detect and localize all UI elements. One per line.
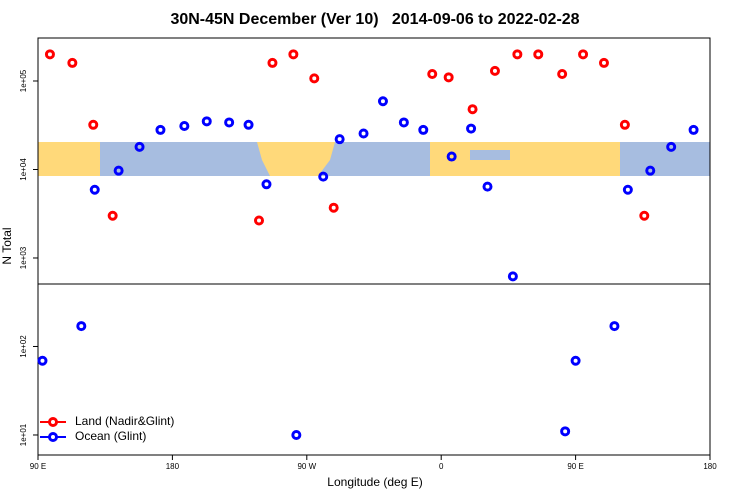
point <box>243 119 254 130</box>
legend-label: Ocean (Glint) <box>75 429 146 443</box>
point <box>466 123 477 134</box>
x-tick-label: 90 E <box>30 462 46 471</box>
point <box>418 124 429 135</box>
point <box>67 57 78 68</box>
point <box>570 355 581 366</box>
point <box>560 426 571 437</box>
point <box>76 321 87 332</box>
y-tick-label: 1e+04 <box>19 158 28 181</box>
point <box>328 202 339 213</box>
x-tick-label: 180 <box>166 462 180 471</box>
point <box>666 141 677 152</box>
point <box>443 72 454 83</box>
point <box>489 65 500 76</box>
point <box>446 151 457 162</box>
point <box>155 124 166 135</box>
chart-title: 30N-45N December (Ver 10) 2014-09-06 to … <box>170 11 579 28</box>
x-tick-label: 180 <box>703 462 717 471</box>
point <box>688 124 699 135</box>
x-tick-label: 90 E <box>567 462 583 471</box>
point <box>334 134 345 145</box>
point <box>267 57 278 68</box>
point <box>88 119 99 130</box>
point <box>609 321 620 332</box>
point <box>398 117 409 128</box>
x-tick-label: 0 <box>439 462 444 471</box>
map-strip <box>38 142 710 176</box>
legend-marker <box>48 432 58 442</box>
point <box>254 215 265 226</box>
point <box>427 68 438 79</box>
x-tick-label: 90 W <box>297 462 316 471</box>
point <box>377 96 388 107</box>
point <box>37 355 48 366</box>
point <box>619 119 630 130</box>
point <box>291 429 302 440</box>
y-axis-label: N Total <box>0 227 14 264</box>
y-tick-label: 1e+02 <box>19 335 28 358</box>
point <box>201 116 212 127</box>
point <box>507 271 518 282</box>
point <box>557 68 568 79</box>
point <box>318 171 329 182</box>
point <box>224 117 235 128</box>
y-tick-label: 1e+01 <box>19 423 28 446</box>
point <box>533 49 544 60</box>
y-tick-label: 1e+05 <box>19 69 28 92</box>
point <box>512 49 523 60</box>
point <box>467 104 478 115</box>
legend-label: Land (Nadir&Glint) <box>75 414 174 428</box>
point <box>113 165 124 176</box>
point <box>44 49 55 60</box>
point <box>598 57 609 68</box>
plot-frame <box>37 37 711 456</box>
point <box>89 184 100 195</box>
point <box>179 120 190 131</box>
y-tick-label: 1e+03 <box>19 246 28 269</box>
point <box>639 210 650 221</box>
point <box>309 73 320 84</box>
point <box>134 141 145 152</box>
x-axis-label: Longitude (deg E) <box>327 475 422 489</box>
point <box>482 181 493 192</box>
point <box>107 210 118 221</box>
point <box>645 165 656 176</box>
point <box>622 184 633 195</box>
legend-marker <box>48 417 58 427</box>
point <box>261 179 272 190</box>
point <box>358 128 369 139</box>
point <box>578 49 589 60</box>
point <box>288 49 299 60</box>
